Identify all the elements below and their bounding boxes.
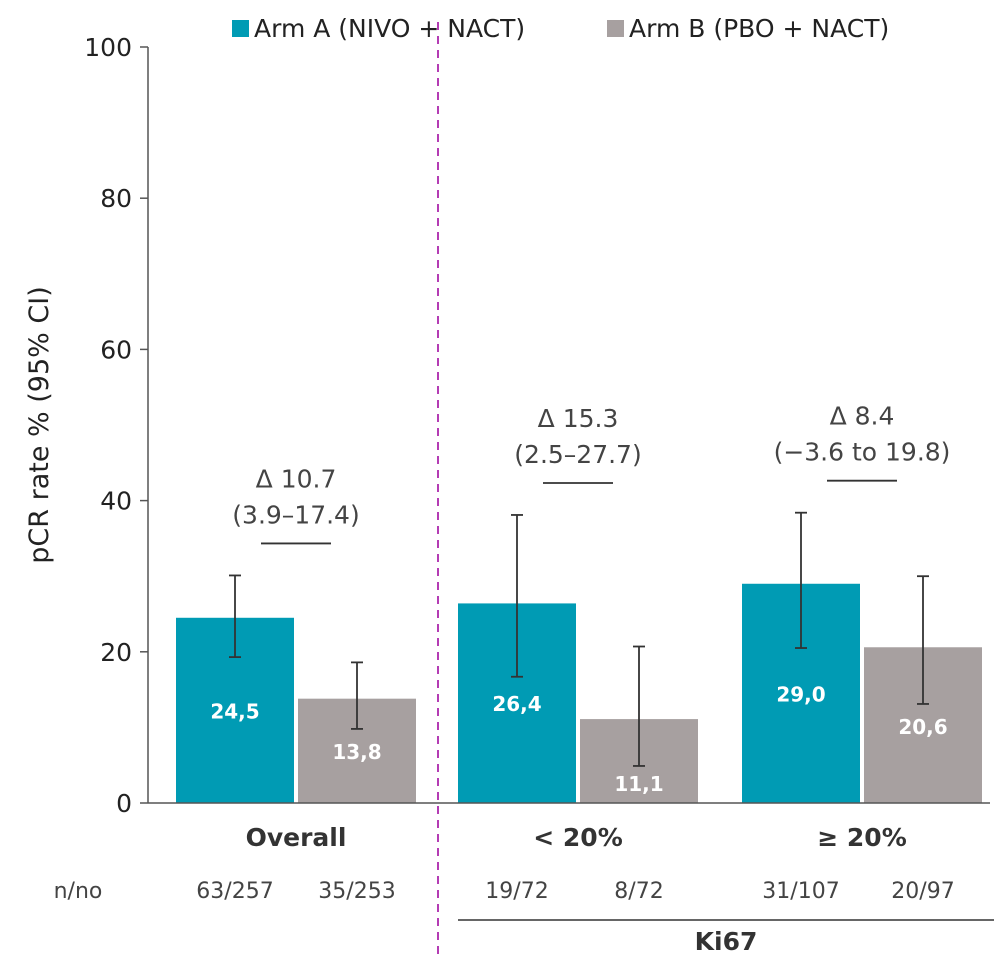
count-value: 8/72: [614, 879, 663, 904]
y-tick-label: 100: [84, 33, 132, 62]
legend-swatch: [607, 20, 624, 37]
legend-swatch: [232, 20, 249, 37]
count-value: 35/253: [318, 879, 395, 904]
y-axis-label: pCR rate % (95% CI): [24, 286, 55, 563]
y-tick-label: 40: [100, 487, 132, 516]
delta-annotations: (3.9–17.4) Δ 10.7 (2.5–27.7) Δ 15.3 (−3.6 to…: [232, 402, 951, 545]
category-label: < 20%: [533, 823, 623, 852]
subgroup-label: Ki67: [695, 927, 758, 956]
y-tick-label: 20: [100, 638, 132, 667]
count-row-label: n/no: [54, 879, 103, 904]
count-value: 31/107: [762, 879, 839, 904]
bars: [176, 583, 982, 803]
y-tick-label: 0: [116, 789, 132, 818]
legend: Arm A (NIVO + NACT) Arm B (PBO + NACT): [232, 14, 889, 43]
bar-value-labels: 24,5 26,4 29,0 13,8 11,1 20,6: [210, 682, 947, 796]
delta-value-text: Δ 15.3: [538, 404, 619, 433]
count-value: 63/257: [196, 879, 273, 904]
subgroup-bracket: Ki67: [458, 919, 994, 956]
legend-label: Arm A (NIVO + NACT): [254, 14, 525, 43]
bar-value-label: 29,0: [776, 682, 825, 706]
error-bars: [229, 511, 929, 767]
count-value: 19/72: [485, 879, 548, 904]
delta-value-text: Δ 8.4: [830, 402, 895, 431]
bar-value-label: 11,1: [614, 772, 663, 796]
delta-ci-text: (−3.6 to 19.8): [774, 438, 951, 467]
x-axis: Overall < 20% ≥ 20%: [148, 802, 990, 852]
y-axis: 0 20 40 60 80 100 pCR rate % (95% CI): [24, 33, 149, 818]
bar-value-label: 20,6: [898, 715, 947, 739]
count-value: 20/97: [891, 879, 954, 904]
delta-value-text: Δ 10.7: [256, 464, 337, 493]
bar-value-label: 24,5: [210, 699, 259, 723]
bar-value-label: 26,4: [492, 692, 541, 716]
y-tick-label: 80: [100, 184, 132, 213]
category-label: Overall: [246, 823, 347, 852]
count-row: n/no 63/257 19/72 31/107 35/253 8/72 20/97: [54, 879, 955, 904]
legend-label: Arm B (PBO + NACT): [629, 14, 889, 43]
category-label: ≥ 20%: [817, 823, 907, 852]
delta-ci-text: (2.5–27.7): [514, 440, 641, 469]
bar-value-label: 13,8: [332, 740, 381, 764]
y-tick-label: 60: [100, 335, 132, 364]
delta-ci-text: (3.9–17.4): [232, 500, 359, 529]
